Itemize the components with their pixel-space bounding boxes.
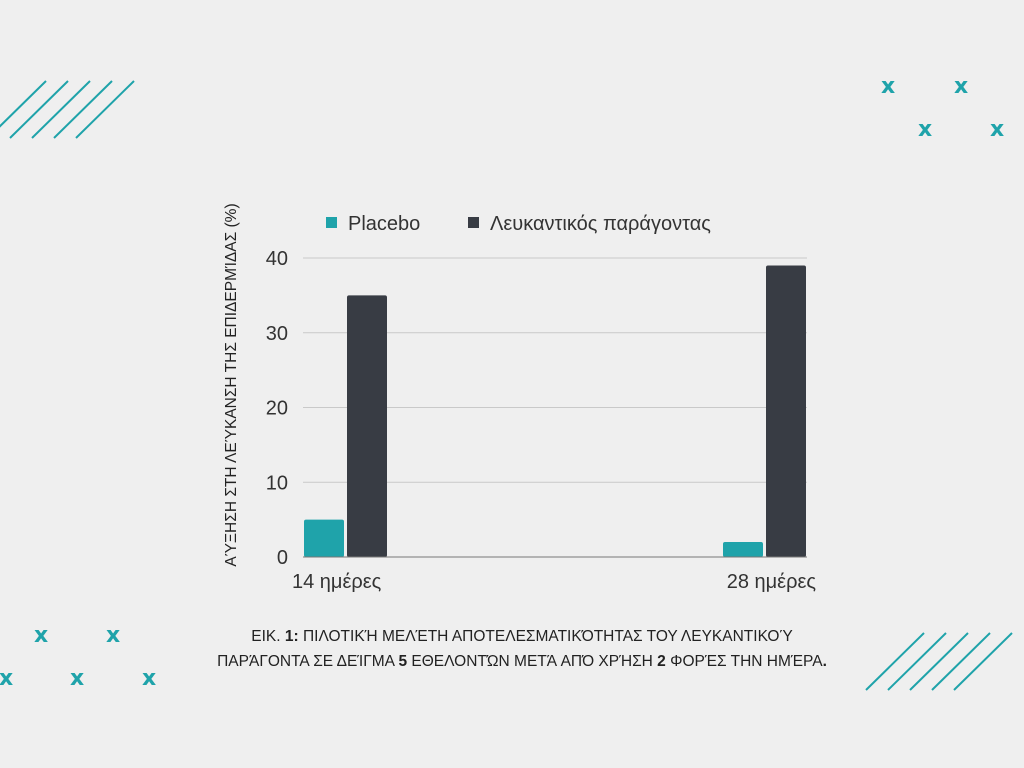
y-tick-label: 0 [277, 547, 288, 569]
legend-swatch [326, 217, 337, 228]
stripes-top-left [0, 80, 135, 139]
caption-bold: 1: [284, 628, 299, 645]
legend-label: Placebo [348, 213, 420, 235]
caption-bold: 2 [657, 653, 666, 670]
caption-text: ΠΙΛΟΤΙΚΉ ΜΕΛΈΤΗ ΑΠΟΤΕΛΕΣΜΑΤΙΚΌΤΗΤΑΣ ΤΟΥ … [217, 628, 793, 670]
x-mark: x [881, 74, 896, 99]
bar [723, 542, 763, 557]
figure-caption: ΕΙΚ. 1: ΠΙΛΟΤΙΚΉ ΜΕΛΈΤΗ ΑΠΟΤΕΛΕΣΜΑΤΙΚΌΤΗ… [212, 624, 832, 674]
y-tick-label: 40 [266, 248, 288, 270]
y-tick-label: 20 [266, 398, 288, 420]
bar [304, 519, 344, 557]
x-mark: x [918, 117, 933, 142]
caption-text: ΕΙΚ. [251, 628, 285, 645]
x-tick-label: 14 ημέρες [292, 571, 382, 593]
caption-text: ΕΘΕΛΟΝΤΏΝ ΜΕΤΆ ΑΠΌ ΧΡΉΣΗ [407, 653, 658, 670]
x-tick-label: 28 ημέρες [727, 571, 817, 593]
legend: Placebo Λευκαντικός παράγοντας [326, 213, 711, 235]
legend-label: Λευκαντικός παράγοντας [490, 213, 711, 235]
x-tick-labels: 14 ημέρες 28 ημέρες [292, 571, 816, 593]
caption-bold: . [822, 653, 827, 670]
bar [766, 265, 806, 557]
caption-text: ΦΟΡΈΣ ΤΗΝ ΗΜΈΡΑ [665, 653, 823, 670]
x-mark: x [34, 623, 49, 648]
y-tick-labels: 0 10 20 30 40 [266, 248, 288, 569]
bars [304, 265, 806, 557]
x-mark: x [70, 666, 85, 691]
x-mark: x [990, 117, 1005, 142]
stripes-bottom-right [865, 632, 1013, 691]
y-axis-label: ΑΎΞΗΣΗ ΣΤΗ ΛΕΎΚΑΝΣΗ ΤΗΣ ΕΠΙΔΕΡΜΊΔΑΣ (%) [223, 203, 240, 566]
x-mark: x [954, 74, 969, 99]
y-tick-label: 10 [266, 472, 288, 494]
y-tick-label: 30 [266, 323, 288, 345]
x-mark: x [106, 623, 121, 648]
bar [347, 295, 387, 557]
x-mark: x [142, 666, 157, 691]
legend-swatch [468, 217, 479, 228]
x-mark: x [0, 666, 14, 691]
caption-bold: 5 [398, 653, 408, 670]
